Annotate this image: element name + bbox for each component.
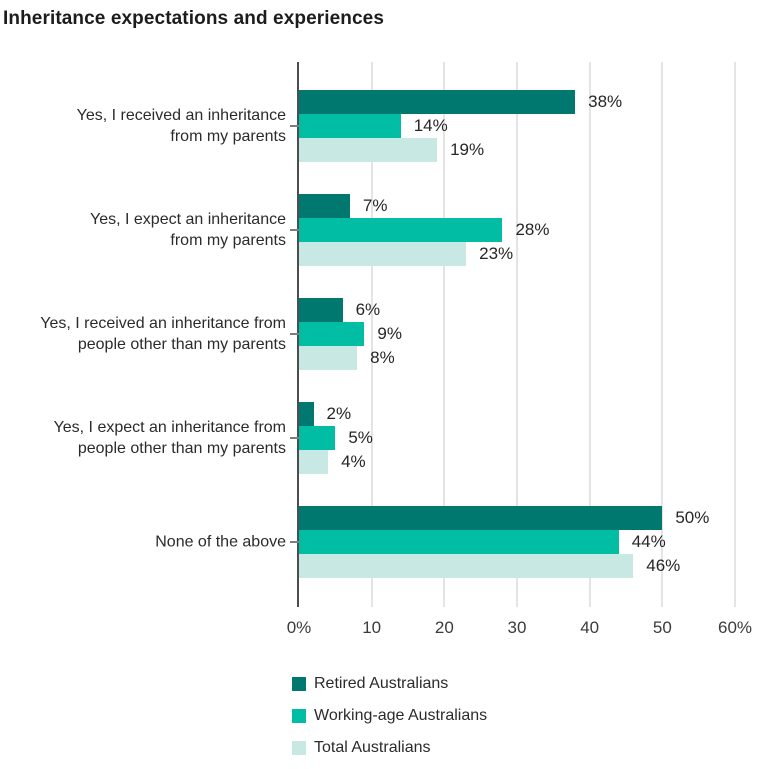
bar — [299, 554, 634, 578]
bar — [299, 90, 576, 114]
bar-value-label: 46% — [646, 556, 681, 575]
bar — [299, 322, 365, 346]
legend-label: Working-age Australians — [314, 707, 488, 724]
category-label: None of the above — [155, 533, 286, 551]
gridline — [588, 62, 591, 607]
bar — [299, 426, 336, 450]
category-label: Yes, I received an inheritance from my pa… — [76, 107, 286, 145]
bar — [299, 298, 343, 322]
category-tick — [290, 541, 299, 543]
bar-group: 2% 5% 4% — [299, 402, 735, 474]
bar-group: 6% 9% 8% — [299, 298, 735, 370]
category-label: Yes, I received an inheritance from peopl… — [40, 315, 286, 353]
bar-value-label: 8% — [370, 348, 395, 367]
gridline — [443, 62, 446, 607]
legend: Retired Australians Working-age Australia… — [292, 668, 487, 764]
bar-value-label: 19% — [450, 140, 485, 159]
legend-swatch — [292, 709, 306, 723]
legend-label: Retired Australians — [314, 675, 449, 692]
legend-swatch — [292, 741, 306, 755]
x-axis-labels: 0% 10 20 30 40 50 60% — [0, 618, 763, 642]
bar — [299, 402, 314, 426]
bar-value-label: 14% — [413, 116, 448, 135]
bar — [299, 218, 503, 242]
x-axis-label: 20 — [434, 618, 454, 637]
legend-item: Total Australians — [292, 732, 487, 764]
bar — [299, 242, 467, 266]
x-axis-label: 40 — [580, 618, 600, 637]
gridline — [734, 62, 736, 607]
bar — [299, 506, 663, 530]
category-tick — [290, 229, 299, 231]
category-tick — [290, 125, 299, 127]
category-tick — [290, 333, 299, 335]
bar-value-label: 7% — [362, 196, 388, 215]
bar-value-label: 2% — [326, 404, 352, 423]
bar-value-label: 6% — [355, 300, 381, 319]
plot-area: 38% 14% 19% 7% 28% 23% 6% 9% 8% 2% 5% 4% 50% 44% 46% — [297, 62, 736, 607]
gridline — [370, 62, 373, 607]
gridline — [516, 62, 518, 607]
x-axis-label: 10 — [362, 618, 382, 637]
legend-item: Working-age Australians — [292, 700, 487, 732]
bar-value-label: 44% — [631, 532, 666, 551]
legend-item: Retired Australians — [292, 668, 487, 700]
x-axis-label: 60% — [717, 618, 753, 637]
bar — [299, 194, 350, 218]
category-label: Yes, I expect an inheritance from people … — [53, 419, 286, 457]
bar-value-label: 5% — [348, 428, 373, 447]
bar-value-label: 9% — [377, 324, 402, 343]
bar — [299, 530, 619, 554]
x-axis-label: 50 — [652, 618, 672, 637]
x-axis-label: 30 — [507, 618, 527, 637]
category-labels: Yes, I received an inheritance from my pa… — [0, 0, 299, 769]
bar — [299, 346, 358, 370]
chart-title: Inheritance expectations and experiences — [3, 8, 384, 29]
bar-group: 50% 44% 46% — [299, 506, 735, 578]
bar-value-label: 28% — [515, 220, 550, 239]
gridline — [661, 62, 664, 607]
bar-group: 7% 28% 23% — [299, 194, 735, 266]
bar-value-label: 50% — [675, 508, 710, 527]
bar-value-label: 23% — [479, 244, 514, 263]
legend-label: Total Australians — [314, 739, 431, 756]
bar — [299, 114, 401, 138]
bar-value-label: 38% — [588, 92, 623, 111]
bar-group: 38% 14% 19% — [299, 90, 735, 162]
x-axis-label: 0% — [286, 618, 312, 637]
category-tick — [290, 437, 299, 439]
category-label: Yes, I expect an inheritance from my pare… — [90, 211, 286, 249]
legend-swatch — [292, 677, 306, 691]
bar-value-label: 4% — [341, 452, 366, 471]
bar — [299, 450, 329, 474]
bar — [299, 138, 438, 162]
